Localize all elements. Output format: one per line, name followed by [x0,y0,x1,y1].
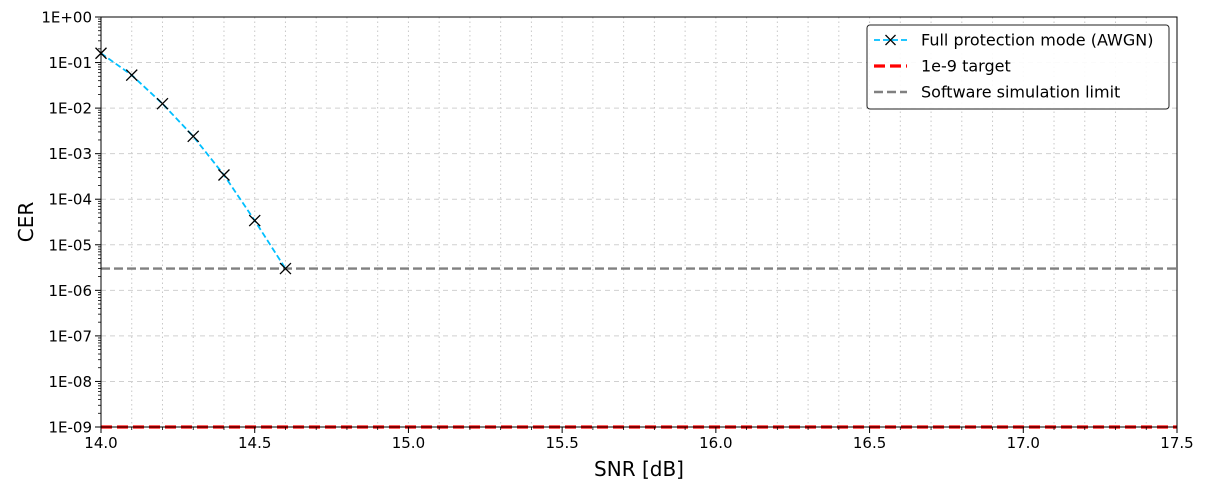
y-tick-label: 1E-06 [48,282,92,300]
x-tick-label: 16.5 [853,434,886,452]
legend-label: 1e-9 target [921,57,1011,76]
marker-stroke [279,262,292,275]
x-tick-label: 15.0 [392,434,425,452]
legend-marker [885,34,896,46]
x-tick-label: 17.0 [1007,434,1040,452]
data-point-marker [125,69,138,82]
y-tick-label: 1E-09 [48,419,92,437]
marker-stroke [248,214,261,227]
series-layer [95,47,292,275]
y-axis-title: CER [14,202,38,243]
plot-frame [100,16,1178,428]
y-tick-label: 1E-04 [48,191,92,209]
x-tick-label: 14.0 [84,434,117,452]
tick-layer [95,16,1178,433]
y-tick-label: 1E-02 [48,100,92,118]
reference-lines [101,267,1177,429]
legend: Full protection mode (AWGN) 1e-9 target So… [866,24,1170,110]
legend-box [866,24,1170,110]
y-tick-labels: 1E-09 1E-08 1E-07 1E-06 1E-05 1E-04 1E-03 1E-02… [41,9,92,437]
y-tick-label: 1E-01 [48,54,92,72]
x-tick-label: 14.5 [238,434,271,452]
y-tick-label: 1E+00 [41,9,92,27]
x-tick-label: 15.5 [545,434,578,452]
y-tick-label: 1E-08 [48,373,92,391]
data-point-marker [279,262,292,275]
y-tick-label: 1E-03 [48,145,92,163]
x-tick-label: 16.0 [699,434,732,452]
data-point-marker [156,97,169,110]
data-point-marker [248,214,261,227]
marker-stroke [218,169,230,181]
y-tick-label: 1E-05 [48,236,92,254]
marker-stroke [125,69,138,82]
legend-label: Full protection mode (AWGN) [921,31,1153,50]
x-tick-label: 17.5 [1160,434,1193,452]
marker-stroke [187,130,200,143]
marker-stroke [156,97,169,110]
data-point-marker [187,130,200,143]
x-tick-labels: 14.0 14.5 15.0 15.5 16.0 16.5 17.0 17.5 [84,434,1193,452]
data-point-marker [218,169,230,181]
y-tick-label: 1E-07 [48,327,92,345]
x-axis-title: SNR [dB] [594,457,684,481]
legend-label: Software simulation limit [921,83,1120,102]
